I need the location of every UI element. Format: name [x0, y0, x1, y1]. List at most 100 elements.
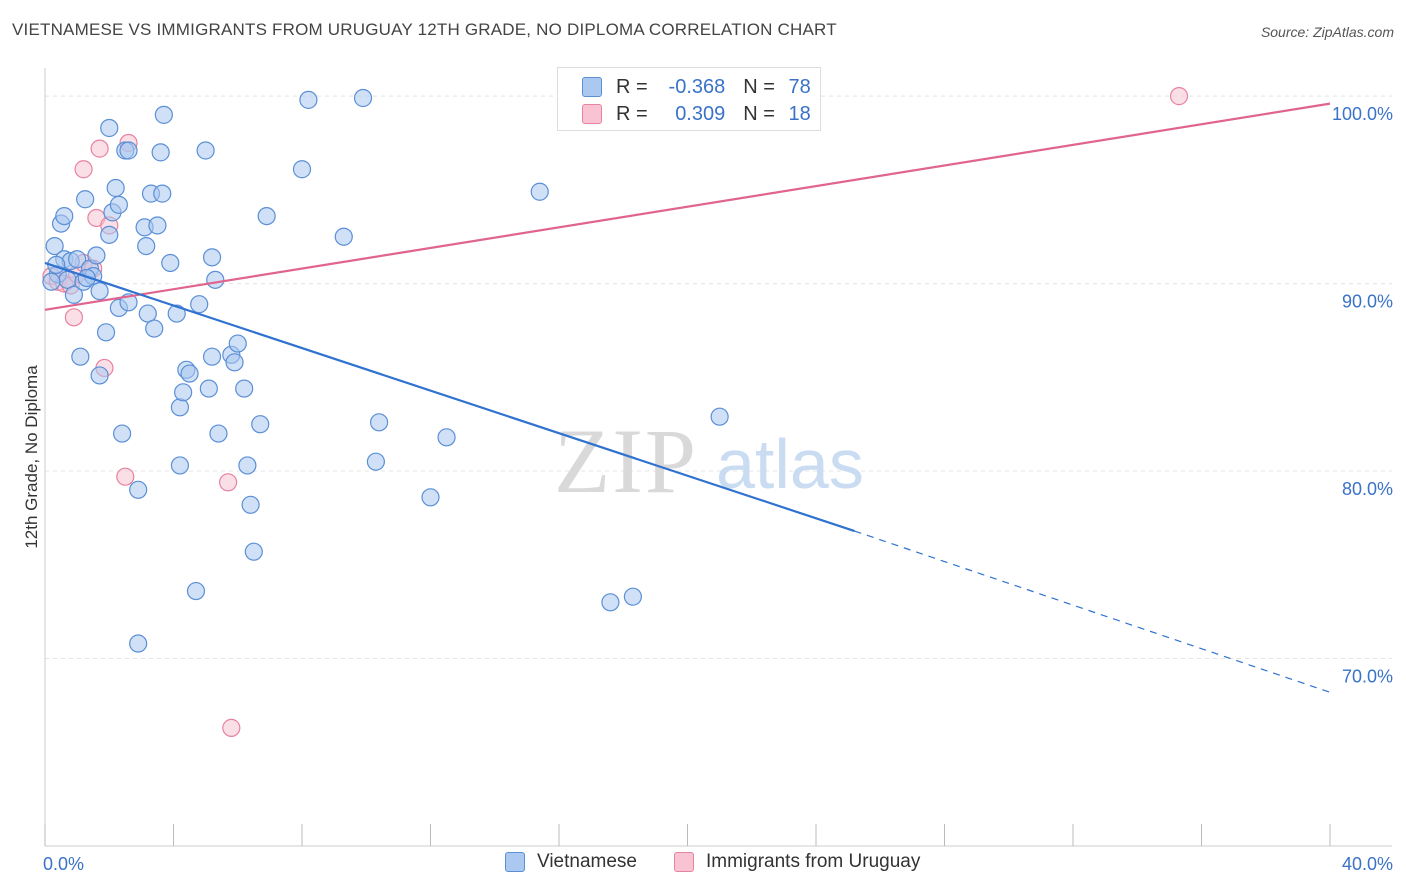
- vietnamese-point: [334, 227, 353, 246]
- vietnamese-point: [601, 593, 620, 612]
- vietnamese-point: [154, 105, 173, 124]
- trend-lines: [44, 102, 1331, 693]
- vietnamese-point: [138, 304, 157, 323]
- stats-legend: R = -0.368 N = 78 R = 0.309 N = 18: [557, 67, 821, 131]
- vietnamese-point: [710, 407, 729, 426]
- vietnamese-point: [137, 236, 156, 256]
- vietnamese-point: [437, 428, 456, 447]
- vietnamese-point: [170, 456, 190, 475]
- source-label: Source: ZipAtlas.com: [1260, 24, 1394, 40]
- uruguay-point: [219, 473, 238, 492]
- vietnamese-point: [68, 250, 87, 269]
- vietnamese-point: [238, 456, 257, 475]
- uruguay-trend-line: [44, 102, 1331, 311]
- vietnamese-point: [209, 424, 228, 443]
- vietnamese-point: [77, 268, 96, 288]
- tick-labels: 70.0% 80.0% 90.0% 100.0% 0.0% 40.0%: [43, 104, 1393, 874]
- series-legend-uruguay[interactable]: Immigrants from Uruguay: [674, 851, 920, 873]
- vietnamese-point: [235, 379, 254, 398]
- vietnamese-point: [129, 480, 148, 499]
- vietnamese-point: [202, 347, 222, 366]
- vietnamese-point: [42, 272, 61, 291]
- vietnamese-point: [299, 90, 318, 109]
- y-tick-label: 90.0%: [1342, 292, 1393, 312]
- vietnamese-point: [244, 542, 263, 561]
- series-swatch-pink: [674, 852, 694, 872]
- legend-row-uruguay: R = 0.309 N = 18: [582, 101, 811, 127]
- y-axis-label: 12th Grade, No Diploma: [22, 365, 41, 549]
- vietnamese-point: [353, 88, 373, 108]
- vietnamese-point: [90, 281, 109, 301]
- legend-r-label: R =: [616, 75, 648, 98]
- vietnamese-points: [42, 88, 729, 653]
- vietnamese-point: [170, 398, 190, 417]
- vietnamese-point: [100, 225, 119, 244]
- vietnamese-point: [623, 587, 642, 606]
- vietnamese-point: [153, 184, 172, 203]
- legend-swatch-pink: [582, 104, 602, 124]
- vietnamese-point: [421, 488, 440, 507]
- legend-n-value: 78: [788, 75, 811, 98]
- y-tick-label: 80.0%: [1342, 479, 1393, 499]
- vietnamese-point: [55, 207, 74, 226]
- legend-row-vietnamese: R = -0.368 N = 78: [582, 74, 811, 100]
- series-legend-vietnamese[interactable]: Vietnamese: [505, 851, 637, 873]
- grid-lines: [45, 95, 1392, 660]
- vietnamese-point: [45, 236, 64, 256]
- vietnamese-point: [64, 285, 84, 304]
- legend-r-value: -0.368: [668, 75, 726, 98]
- vietnamese-point: [206, 270, 225, 289]
- vietnamese-point: [112, 424, 132, 443]
- vietnamese-point: [90, 366, 109, 385]
- uruguay-point: [90, 139, 109, 158]
- vietnamese-point: [167, 304, 186, 323]
- vietnamese-point: [109, 195, 128, 214]
- uruguay-point: [64, 308, 84, 327]
- legend-swatch-blue: [582, 77, 602, 97]
- vietnamese-point: [370, 413, 389, 432]
- legend-n-value: 18: [788, 102, 811, 125]
- vietnamese-point: [161, 253, 180, 273]
- vietnamese-point: [129, 634, 148, 653]
- vietnamese-point: [145, 319, 164, 338]
- vietnamese-point: [71, 347, 90, 366]
- uruguay-point: [1169, 87, 1189, 106]
- vietnamese-point: [186, 581, 206, 601]
- axes: [44, 68, 1392, 847]
- legend-n-label: N =: [743, 75, 775, 98]
- vietnamese-point: [106, 178, 125, 198]
- vietnamese-point: [228, 334, 247, 353]
- legend-r-value: 0.309: [675, 102, 726, 125]
- uruguay-point: [116, 467, 135, 486]
- vietnamese-point: [257, 207, 276, 226]
- vietnamese-point: [151, 143, 170, 162]
- vietnamese-point: [225, 353, 244, 372]
- watermark: ZIP atlas: [554, 410, 864, 512]
- vietnamese-point: [196, 141, 215, 160]
- series-swatch-blue: [505, 852, 525, 872]
- vietnamese-point: [119, 141, 138, 160]
- vietnamese-point: [87, 246, 106, 265]
- legend-n-label: N =: [743, 102, 775, 125]
- x-tick-label: 40.0%: [1342, 854, 1393, 874]
- uruguay-point: [74, 160, 93, 179]
- legend-r-label: R =: [616, 102, 648, 125]
- vietnamese-point: [241, 495, 260, 514]
- y-tick-label: 100.0%: [1332, 104, 1393, 124]
- vietnamese-trend-extension: [854, 530, 1331, 693]
- vietnamese-point: [199, 379, 218, 398]
- uruguay-point: [222, 718, 241, 737]
- series-label-vietnamese: Vietnamese: [537, 851, 637, 872]
- vietnamese-trend-line: [44, 261, 855, 533]
- series-label-uruguay: Immigrants from Uruguay: [706, 851, 921, 872]
- vietnamese-point: [174, 383, 193, 402]
- vietnamese-point: [202, 248, 222, 267]
- vietnamese-point: [180, 364, 199, 383]
- vietnamese-point: [366, 452, 385, 471]
- vietnamese-point: [76, 190, 95, 209]
- watermark-zip: ZIP: [554, 410, 698, 512]
- vietnamese-point: [292, 160, 312, 179]
- vietnamese-point: [530, 182, 549, 201]
- x-tick-label: 0.0%: [43, 854, 84, 874]
